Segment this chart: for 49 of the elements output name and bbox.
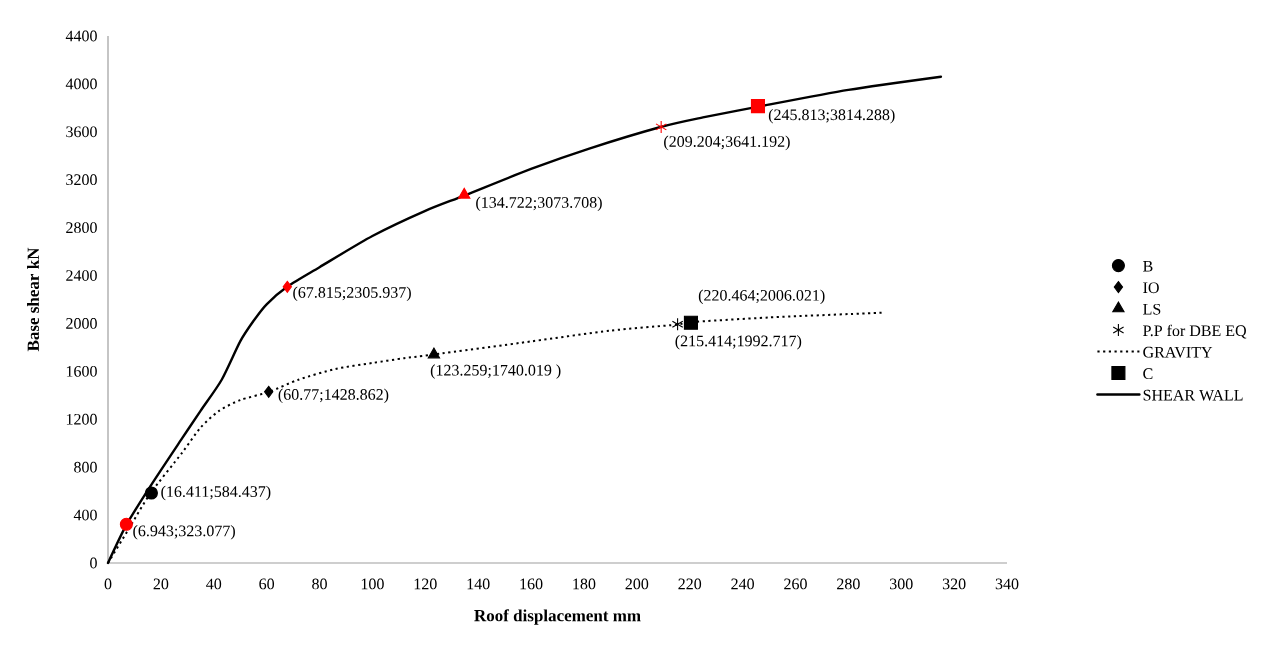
y-tick-label: 3600 (66, 126, 97, 138)
x-tick-label: 340 (995, 578, 1019, 590)
y-tick-label: 2400 (66, 270, 97, 281)
legend-label: B (1143, 261, 1153, 272)
y-axis-title: Base shear kN (27, 247, 40, 352)
x-tick-label: 80 (312, 578, 327, 590)
x-tick-label: 140 (467, 578, 490, 590)
y-tick-label: 1200 (66, 413, 97, 425)
data-label: (123.259;1740.019 ) (430, 364, 561, 379)
x-tick-label: 40 (206, 578, 222, 590)
data-label: (209.204;3641.192) (664, 135, 790, 151)
x-tick-label: 220 (678, 578, 702, 590)
legend-label: SHEAR WALL (1143, 389, 1243, 401)
x-tick-label: 320 (942, 578, 966, 590)
data-label: (134.722;3073.708) (476, 196, 602, 212)
y-tick-label: 2800 (66, 222, 97, 234)
x-tick-label: 160 (520, 578, 543, 590)
data-label: (245.813;3814.288) (768, 108, 895, 124)
data-label: (6.943;323.077) (133, 525, 235, 540)
data-label: (220.464;2006.021) (698, 289, 825, 304)
x-tick-label: 0 (104, 578, 112, 590)
data-label: (16.411;584.437) (161, 485, 271, 501)
x-tick-label: 60 (259, 578, 275, 590)
y-tick-label: 4400 (65, 30, 97, 42)
x-tick-label: 20 (153, 578, 169, 590)
y-tick-label: 2000 (66, 318, 97, 329)
y-tick-label: 400 (73, 509, 97, 521)
legend-label: IO (1143, 282, 1159, 294)
y-tick-label: 3200 (66, 174, 97, 186)
x-tick-label: 100 (361, 578, 384, 590)
x-tick-label: 300 (890, 578, 913, 590)
legend-label: GRAVITY (1143, 346, 1213, 358)
legend-label: P.P for DBE EQ (1143, 324, 1247, 339)
data-label: (67.815;2305.937) (293, 286, 411, 302)
x-tick-label: 180 (573, 578, 596, 590)
x-tick-label: 240 (731, 578, 754, 590)
y-tick-label: 1600 (66, 365, 97, 377)
data-label: (215.414;1992.717) (675, 335, 802, 350)
x-axis-title: Roof displacement mm (474, 609, 641, 625)
legend-label: LS (1143, 303, 1161, 315)
x-tick-label: 260 (784, 578, 807, 590)
data-label: (60.77;1428.862) (278, 388, 389, 404)
legend-label: C (1143, 368, 1153, 380)
x-tick-label: 280 (837, 578, 860, 590)
y-tick-label: 0 (90, 557, 97, 569)
x-tick-label: 120 (414, 578, 437, 590)
x-tick-label: 200 (625, 578, 649, 590)
y-tick-label: 4000 (65, 78, 97, 90)
y-tick-label: 800 (74, 461, 97, 473)
